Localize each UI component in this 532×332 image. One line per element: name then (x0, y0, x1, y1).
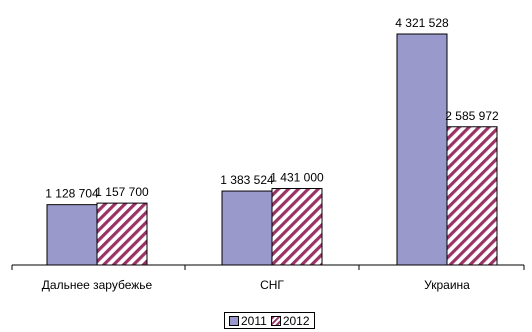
legend-label-2011: 2011 (241, 313, 267, 328)
data-label-2011-0: 1 128 704 (45, 187, 99, 201)
legend-swatch-2012 (270, 315, 281, 326)
bar-2012-0 (96, 202, 148, 266)
bar-2011-0 (46, 204, 98, 266)
bar-2011-1 (221, 190, 273, 266)
legend: 2011 2012 (224, 312, 315, 329)
category-label-2: Украина (424, 278, 470, 292)
data-label-2011-2: 4 321 528 (395, 16, 449, 30)
bar-2012-1 (271, 188, 323, 266)
bar-2012-2 (446, 126, 498, 266)
data-label-2012-1: 1 431 000 (270, 171, 324, 185)
category-label-0: Дальнее зарубежье (42, 278, 153, 292)
data-label-2012-2: 2 585 972 (445, 109, 499, 123)
data-label-2011-1: 1 383 524 (220, 173, 274, 187)
legend-item-2012: 2012 (270, 313, 310, 328)
bar-2011-2 (396, 33, 448, 266)
legend-swatch-2011 (229, 315, 239, 326)
legend-label-2012: 2012 (282, 313, 310, 328)
data-label-2012-0: 1 157 700 (95, 185, 149, 199)
category-label-1: СНГ (260, 278, 284, 292)
legend-item-2011: 2011 (229, 314, 267, 328)
